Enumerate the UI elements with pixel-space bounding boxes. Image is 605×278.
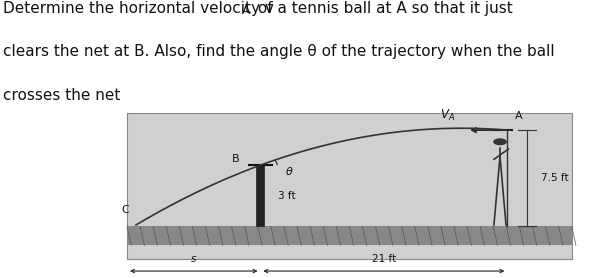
Bar bbox=[257, 165, 264, 226]
Text: A: A bbox=[242, 4, 250, 17]
Text: of a tennis ball at A so that it just: of a tennis ball at A so that it just bbox=[253, 1, 512, 16]
Circle shape bbox=[494, 139, 506, 145]
Text: $V_A$: $V_A$ bbox=[440, 108, 455, 123]
Text: B: B bbox=[232, 154, 240, 164]
Text: crosses the net: crosses the net bbox=[3, 88, 120, 103]
Text: clears the net at B. Also, find the angle θ of the trajectory when the ball: clears the net at B. Also, find the angl… bbox=[3, 44, 555, 59]
Text: C: C bbox=[121, 205, 129, 215]
Text: 21 ft: 21 ft bbox=[371, 254, 396, 264]
Text: s: s bbox=[191, 254, 197, 264]
Text: $\theta$: $\theta$ bbox=[285, 165, 293, 177]
Bar bbox=[127, 113, 572, 259]
Text: 3 ft: 3 ft bbox=[278, 191, 296, 201]
Text: A: A bbox=[514, 111, 522, 120]
Bar bbox=[127, 226, 572, 245]
Text: Determine the horizontal velocity v: Determine the horizontal velocity v bbox=[3, 1, 274, 16]
Text: 7.5 ft: 7.5 ft bbox=[541, 173, 568, 183]
